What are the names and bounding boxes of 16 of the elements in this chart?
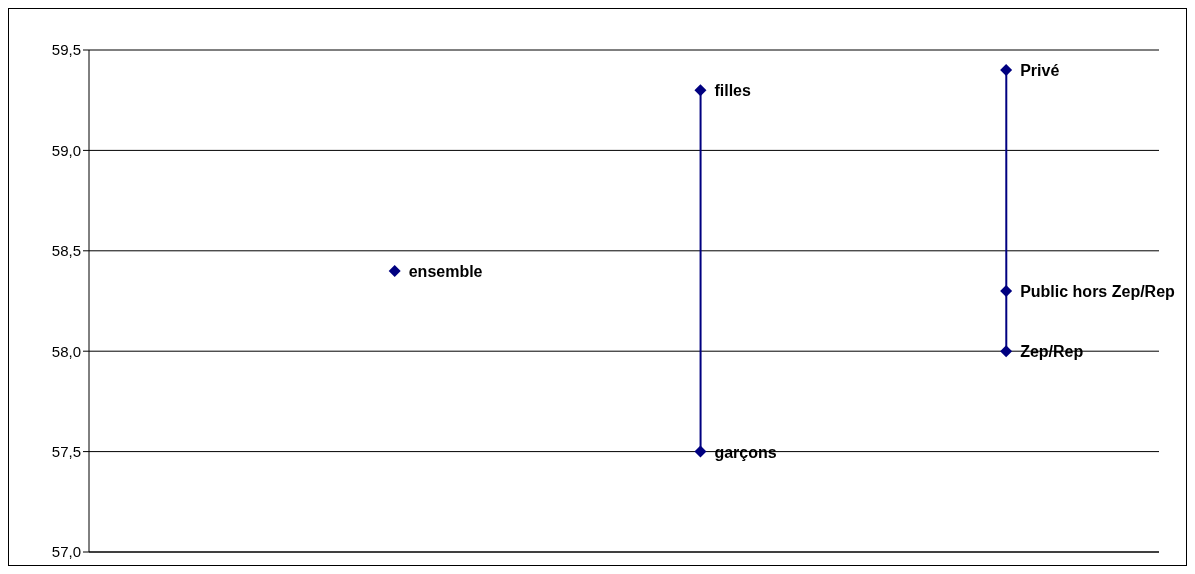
- series-label: ensemble: [408, 262, 483, 280]
- y-tick-label: 57,0: [51, 543, 81, 561]
- y-tick-label: 58,5: [51, 242, 81, 260]
- series-label: Privé: [1020, 62, 1060, 80]
- point: [1000, 345, 1013, 358]
- y-tick-label: 57,5: [51, 442, 81, 460]
- series-label: Public hors Zep/Rep: [1020, 282, 1176, 300]
- point: [694, 445, 707, 458]
- point: [694, 84, 707, 97]
- y-tick-label: 59,0: [51, 141, 81, 159]
- y-tick-label: 58,0: [51, 342, 81, 360]
- point: [1000, 284, 1013, 297]
- y-tick-label: 59,5: [51, 41, 81, 59]
- point: [1000, 64, 1013, 77]
- point: [388, 264, 401, 277]
- series-label: filles: [714, 82, 751, 100]
